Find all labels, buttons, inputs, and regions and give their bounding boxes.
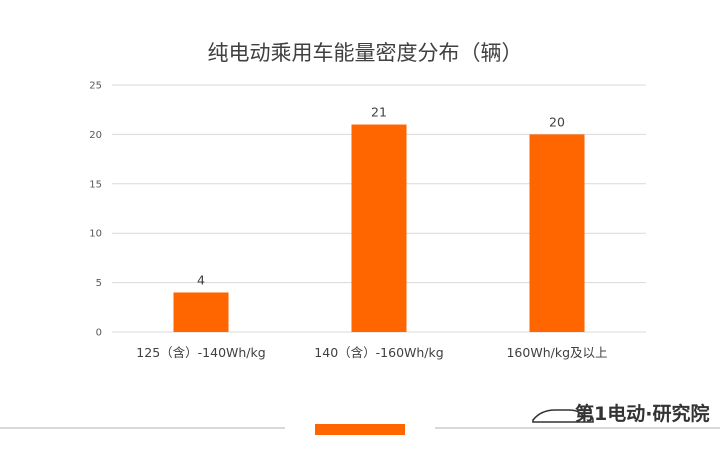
bar <box>529 134 585 332</box>
car-icon <box>532 409 594 423</box>
data-label: 20 <box>549 114 565 129</box>
chart-title: 纯电动乘用车能量密度分布（辆） <box>208 41 523 65</box>
bar <box>173 292 229 332</box>
footer-accent-bar <box>315 424 405 435</box>
y-tick-label: 25 <box>89 81 102 92</box>
y-tick-label: 20 <box>89 130 102 141</box>
y-tick-label: 5 <box>96 278 102 289</box>
category-label: 160Wh/kg及以上 <box>506 345 607 360</box>
category-label: 140（含）-160Wh/kg <box>314 345 443 360</box>
logo-text: 第1电动·研究院 <box>575 402 709 425</box>
y-axis-ticks: 0 5 10 15 20 25 <box>89 81 102 339</box>
category-labels: 125（含）-140Wh/kg 140（含）-160Wh/kg 160Wh/kg及以… <box>136 345 607 360</box>
footer <box>0 424 720 435</box>
y-tick-label: 15 <box>89 179 102 190</box>
category-label: 125（含）-140Wh/kg <box>136 345 265 360</box>
data-labels: 4 21 20 <box>197 105 565 288</box>
y-tick-label: 10 <box>89 229 102 240</box>
data-label: 21 <box>371 105 387 120</box>
brand-logo: 第1电动·研究院 <box>532 402 709 425</box>
y-tick-label: 0 <box>96 328 102 339</box>
data-label: 4 <box>197 272 205 287</box>
bar <box>351 124 407 333</box>
bars <box>173 124 585 333</box>
